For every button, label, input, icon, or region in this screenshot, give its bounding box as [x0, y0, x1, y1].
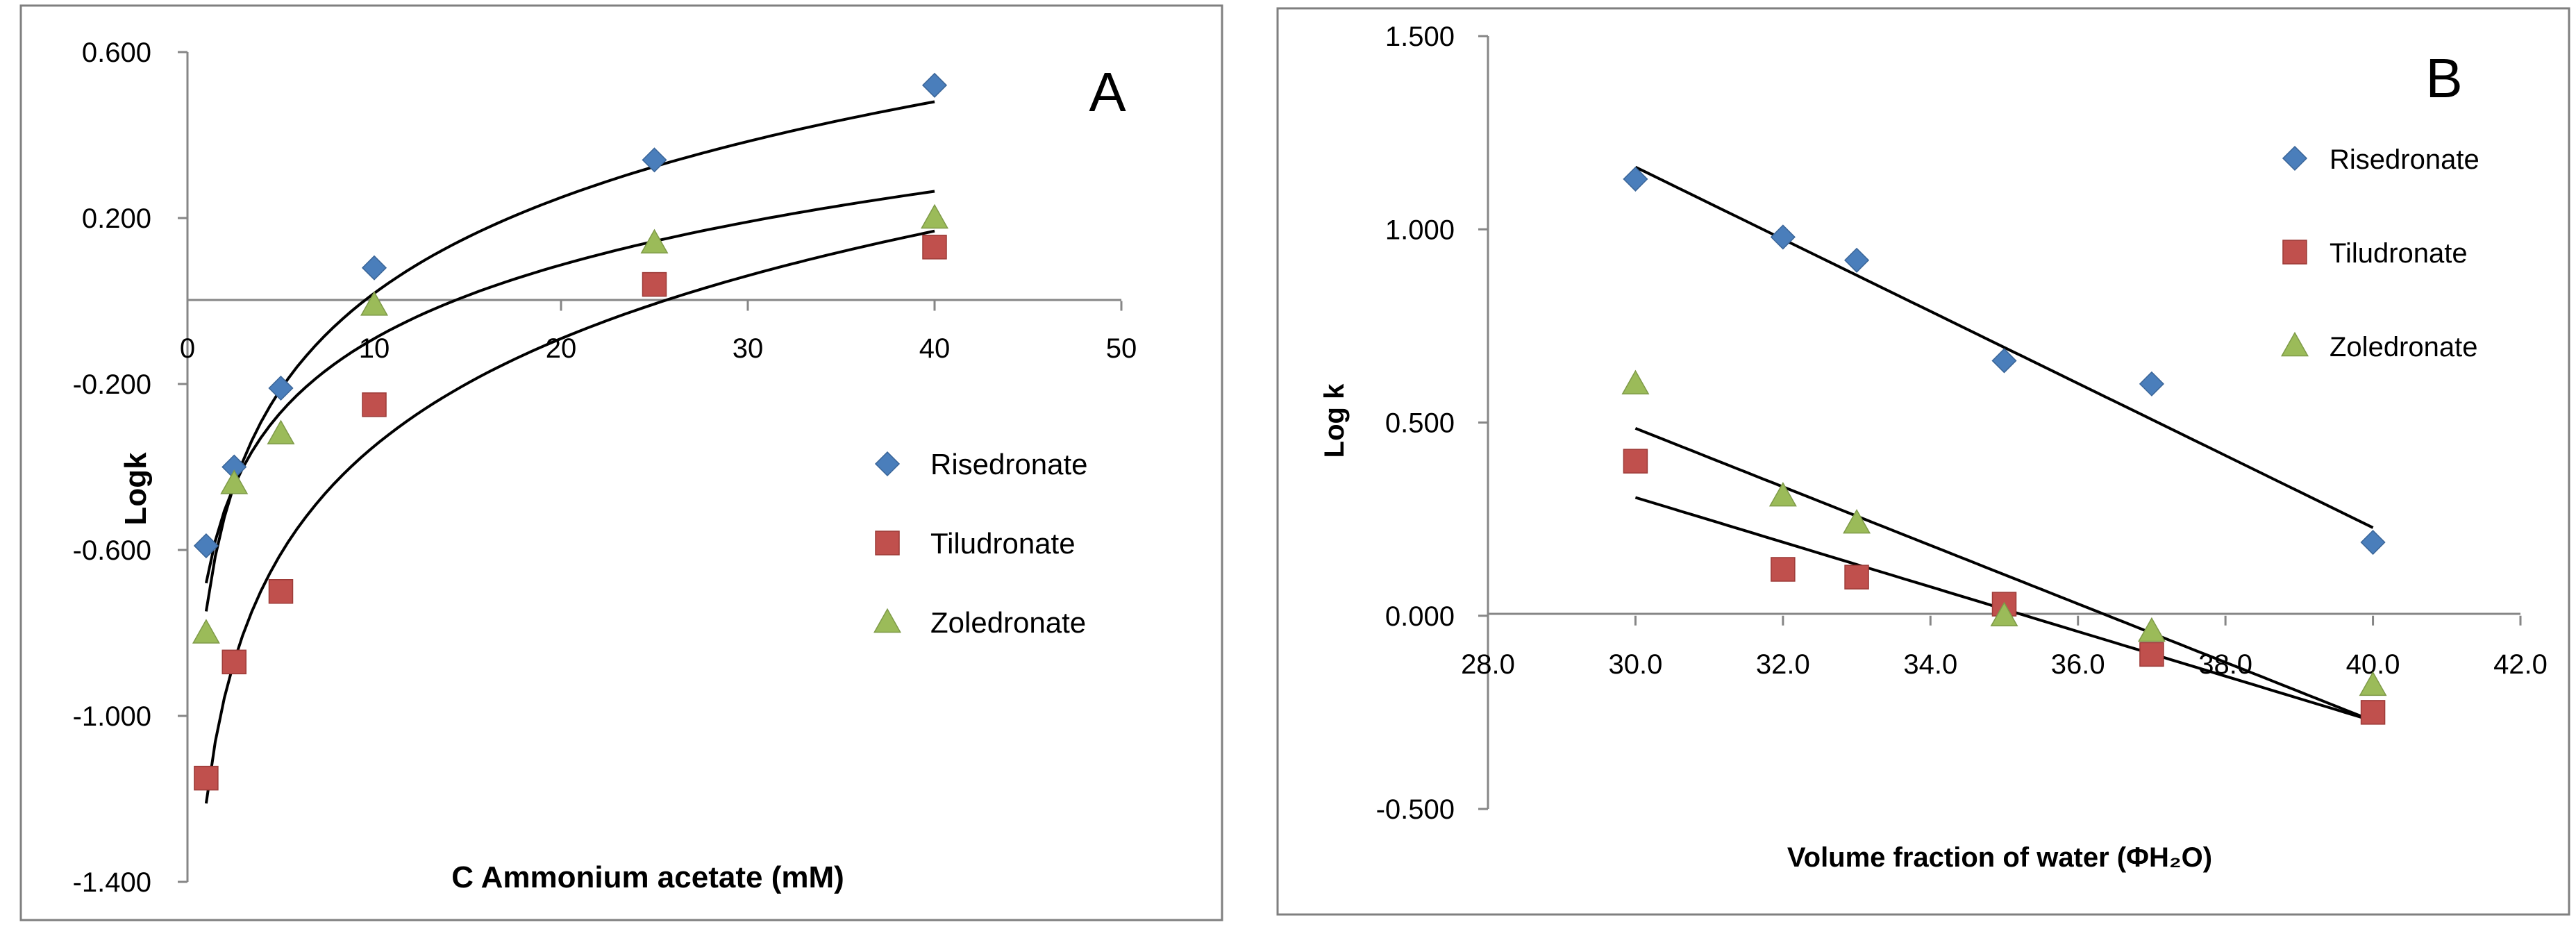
panel-b-zoledronate-point — [2137, 617, 2166, 642]
panel-b-y-tick-label: 1.000 — [1385, 215, 1455, 245]
panel-a-tiludronate-point — [268, 579, 294, 604]
panel-b-tiludronate-point — [1844, 565, 1869, 590]
panel-a-legend-zoledronate-marker — [873, 608, 901, 633]
panel-b-risedronate-point — [1844, 247, 1870, 273]
panel-b-x-tick-label: 34.0 — [1903, 649, 1957, 680]
panel-a-tiludronate-point — [362, 392, 387, 417]
panel-a-legend-zoledronate-label: Zoledronate — [930, 606, 1086, 639]
panel-b-risedronate-point — [1991, 348, 2017, 374]
panel-b-legend-risedronate-label: Risedronate — [2330, 144, 2479, 175]
panel-a-x-tick-label: 0 — [180, 333, 195, 364]
panel-b-tiludronate-point — [1623, 449, 1648, 474]
panel-b-y-tick-label: -0.500 — [1376, 794, 1455, 825]
panel-a-legend-risedronate-marker — [874, 451, 901, 477]
panel-a-y-tick-label: -0.600 — [73, 535, 151, 566]
panel-b-border — [1276, 7, 2570, 916]
panel-a-y-axis-title: Logk — [119, 452, 153, 526]
panel-a-legend-tiludronate-marker — [875, 531, 900, 556]
panel-a-x-tick-label: 50 — [1106, 333, 1137, 364]
panel-b-x-tick-label: 32.0 — [1756, 649, 1810, 680]
panel-b-tiludronate-point — [2139, 642, 2164, 667]
panel-a-axes — [186, 52, 1121, 882]
panel-a-y-tick-label: 0.200 — [82, 203, 151, 234]
panel-b-legend-tiludronate-label: Tiludronate — [2330, 238, 2468, 269]
panel-a-tiludronate-point — [922, 235, 947, 260]
panel-b-y-axis-title: Log k — [1319, 383, 1350, 458]
panel-b-y-tick-label: 0.000 — [1385, 601, 1455, 632]
panel-a-risedronate-point — [361, 255, 387, 281]
panel-a-points — [192, 72, 948, 791]
panel-a-x-tick-label: 40 — [919, 333, 951, 364]
panel-a-risedronate-trendline — [204, 100, 935, 612]
panel-a-x-axis-title: C Ammonium acetate (mM) — [451, 860, 844, 894]
panel-b-label: B — [2425, 47, 2462, 109]
panel-b-x-tick-label: 36.0 — [2051, 649, 2105, 680]
panel-a-risedronate-point — [642, 147, 667, 173]
panel-a-zoledronate-point — [360, 291, 388, 316]
panel-b-risedronate-point — [2139, 371, 2164, 396]
panel-b-zoledronate-point — [1768, 482, 1797, 507]
panel-a-tiludronate-trendline — [204, 229, 935, 804]
panel-b-risedronate-point — [1623, 166, 1648, 192]
panel-b-legend: Risedronate Tiludronate Zoledronate — [2281, 144, 2479, 362]
panel-b-zoledronate-point — [1843, 508, 1871, 534]
panel-b-zoledronate-point — [1990, 601, 2018, 626]
panel-a-zoledronate-trendline — [204, 190, 935, 584]
panel-a-zoledronate-point — [921, 203, 948, 229]
panel-b-zoledronate-trendline — [1634, 426, 2374, 722]
panel-b-x-tick-label: 28.0 — [1461, 649, 1515, 680]
panel-a-legend: Risedronate Tiludronate Zoledronate — [873, 448, 1087, 639]
panel-a-x-tick-label: 30 — [733, 333, 764, 364]
panel-b-x-tick-label: 42.0 — [2493, 649, 2548, 680]
panel-b-risedronate-point — [2360, 529, 2386, 556]
panel-b-y-tick-label: 0.500 — [1385, 408, 1455, 439]
panel-b-legend-tiludronate-marker — [2282, 240, 2307, 265]
panel-a-legend-tiludronate-label: Tiludronate — [930, 527, 1076, 560]
panel-a: A 0 10 20 30 40 500.6000.200-0.200-0.600-1.00… — [19, 4, 1223, 921]
panel-b-zoledronate-point — [2359, 671, 2387, 696]
panel-b-risedronate-trendline — [1634, 165, 2374, 529]
panel-b-legend-zoledronate-marker — [2281, 331, 2309, 357]
panel-b-x-axis-title: Volume fraction of water (ΦH₂O) — [1787, 842, 2212, 873]
panel-b-ticks: 28.0 30.0 32.0 34.0 36.0 38.0 40.0 42.01.5001.0… — [1376, 22, 2548, 825]
panel-a-tiludronate-point — [642, 272, 667, 297]
panel-b-x-tick-label: 30.0 — [1608, 649, 1662, 680]
panel-a-border — [19, 4, 1223, 921]
panel-a-y-tick-label: -1.000 — [73, 701, 151, 732]
panel-a-risedronate-point — [921, 72, 948, 98]
panel-a-y-tick-label: 0.600 — [82, 37, 151, 68]
panel-a-risedronate-point — [193, 533, 219, 559]
panel-a-tiludronate-point — [221, 649, 246, 675]
panel-a-zoledronate-point — [220, 469, 249, 494]
panel-a-zoledronate-point — [267, 419, 295, 444]
panel-b: B 28.0 30.0 32.0 34.0 36.0 38.0 40.0 42.01.5001… — [1276, 7, 2570, 916]
panel-a-legend-risedronate-label: Risedronate — [930, 448, 1087, 481]
panel-b-legend-zoledronate-label: Zoledronate — [2330, 332, 2477, 362]
panel-b-risedronate-point — [1770, 224, 1796, 250]
panel-a-tiludronate-point — [194, 765, 219, 791]
panel-a-y-tick-label: -1.400 — [73, 867, 151, 898]
panel-b-legend-risedronate-marker — [2282, 145, 2308, 172]
panel-a-risedronate-point — [268, 375, 294, 401]
panel-a-label: A — [1089, 61, 1126, 123]
panel-a-fits — [204, 100, 935, 804]
panel-b-zoledronate-point — [1621, 369, 1650, 395]
panel-a-zoledronate-point — [640, 228, 669, 254]
panel-a-zoledronate-point — [192, 619, 220, 644]
panel-b-y-tick-label: 1.500 — [1385, 22, 1455, 52]
panel-a-y-tick-label: -0.200 — [73, 369, 151, 400]
panel-b-tiludronate-point — [1771, 557, 1796, 582]
panel-b-points — [1621, 166, 2387, 725]
panel-b-tiludronate-point — [2360, 700, 2386, 725]
